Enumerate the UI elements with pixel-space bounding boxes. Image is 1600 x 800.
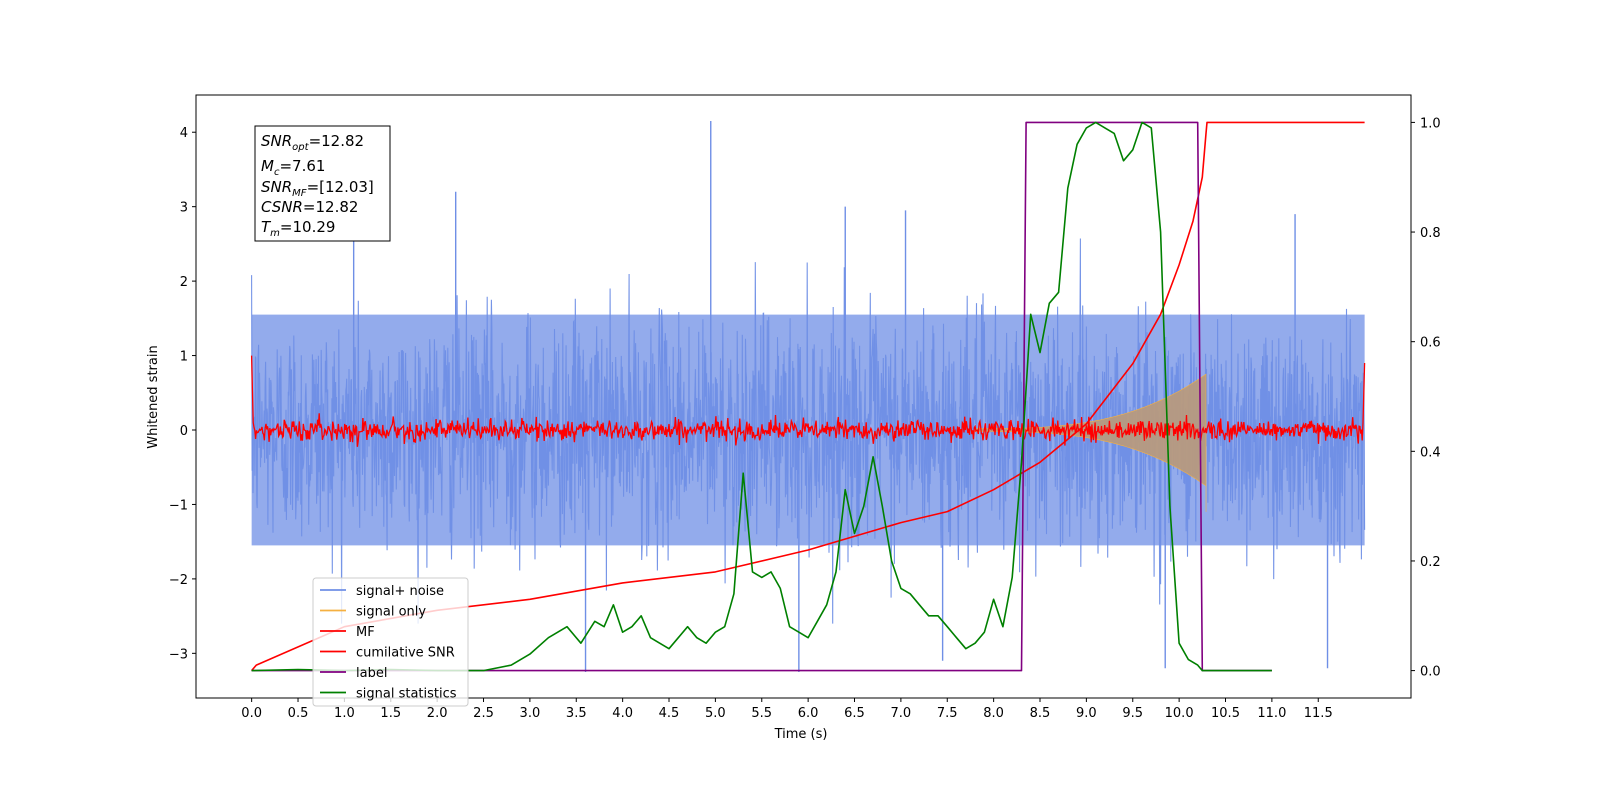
y2-tick-label: 0.6 (1420, 336, 1441, 351)
x-tick-label: 1.0 (334, 706, 355, 721)
x-tick-label: 7.0 (891, 706, 912, 721)
x-tick-label: 0.5 (288, 706, 309, 721)
x-tick-label: 9.0 (1076, 706, 1097, 721)
mc-text: Mc=7.61 (261, 157, 325, 178)
x-tick-label: 5.5 (751, 706, 772, 721)
x-tick-label: 8.5 (1030, 706, 1051, 721)
y2-tick-label: 0.0 (1420, 665, 1441, 680)
x-tick-label: 8.0 (983, 706, 1004, 721)
y-tick-label: 4 (180, 126, 188, 141)
x-tick-label: 1.5 (380, 706, 401, 721)
legend-label: label (356, 666, 387, 681)
y2-tick-label: 0.4 (1420, 445, 1441, 460)
y-tick-label: 0 (180, 424, 188, 439)
legend: signal+ noise signal only MF cumilative SNR… (312, 577, 469, 707)
x-tick-label: 5.0 (705, 706, 726, 721)
y2-tick-label: 1.0 (1420, 116, 1441, 131)
y-tick-label: −2 (169, 573, 188, 588)
snr-opt-text: SNRopt=12.82 (261, 132, 364, 153)
y2-tick-label: 0.8 (1420, 226, 1441, 241)
x-tick-label: 9.5 (1122, 706, 1143, 721)
x-tick-label: 10.0 (1165, 706, 1194, 721)
x-tick-label: 6.0 (798, 706, 819, 721)
x-tick-label: 11.5 (1304, 706, 1333, 721)
info-box: SNRopt=12.82 Mc=7.61 SNRMF=[12.03] CSNR=… (254, 125, 391, 242)
series-mf (250, 355, 1366, 447)
axes-frame (195, 94, 1412, 699)
y-axis-right: 0.0 0.2 0.4 0.6 0.8 1.0 (1411, 116, 1441, 680)
y2-tick-label: 0.2 (1420, 555, 1441, 570)
series-signal-statistics (251, 121, 1272, 672)
x-tick-label: 6.5 (844, 706, 865, 721)
x-tick-label: 2.0 (427, 706, 448, 721)
tm-text: Tm=10.29 (261, 218, 335, 239)
y-tick-label: −1 (169, 498, 188, 513)
csnr-text: CSNR=12.82 (261, 198, 358, 216)
x-tick-label: 3.0 (520, 706, 541, 721)
x-tick-label: 7.5 (937, 706, 958, 721)
y-tick-label: 3 (180, 201, 188, 216)
legend-label: MF (356, 625, 375, 640)
x-tick-label: 10.5 (1211, 706, 1240, 721)
legend-label: signal statistics (356, 687, 457, 702)
x-axis-label: Time (s) (774, 727, 828, 742)
x-tick-label: 2.5 (473, 706, 494, 721)
x-tick-label: 4.0 (612, 706, 633, 721)
legend-label: signal only (356, 605, 426, 620)
x-tick-label: 4.5 (659, 706, 680, 721)
y-axis-left: −3 −2 −1 0 1 2 3 4 (169, 126, 196, 662)
y-tick-label: 1 (180, 350, 188, 365)
x-tick-label: 3.5 (566, 706, 587, 721)
x-tick-label: 11.0 (1257, 706, 1286, 721)
y-tick-label: 2 (180, 275, 188, 290)
legend-label: signal+ noise (356, 584, 444, 599)
x-tick-label: 0.0 (241, 706, 262, 721)
legend-label: cumilative SNR (356, 646, 455, 661)
snr-mf-text: SNRMF=[12.03] (261, 178, 374, 199)
y-tick-label: −3 (169, 647, 188, 662)
y-axis-label: Whitened strain (146, 345, 161, 448)
x-axis: 0.0 0.5 1.0 1.5 2.0 2.5 3.0 3.5 4.0 4.5 5.0 5.5 6.0 6… (241, 698, 1333, 721)
